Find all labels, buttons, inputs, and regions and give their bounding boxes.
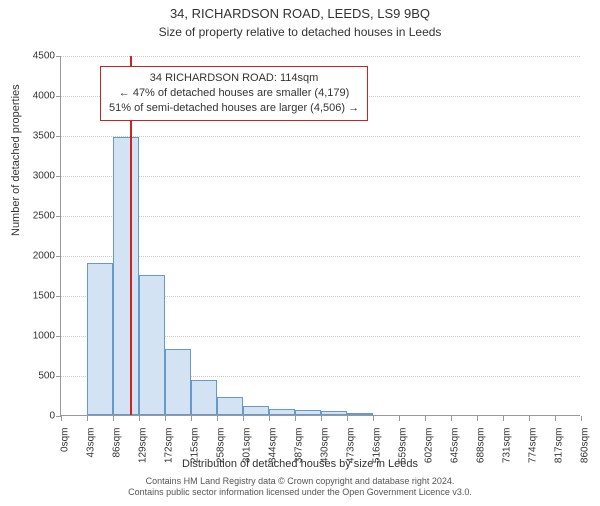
histogram-bar (139, 275, 165, 415)
page-title: 34, RICHARDSON ROAD, LEEDS, LS9 9BQ (0, 6, 600, 21)
info-line-2: ← 47% of detached houses are smaller (4,… (109, 86, 359, 101)
attribution-footer: Contains HM Land Registry data © Crown c… (0, 476, 600, 499)
histogram-bar (243, 406, 269, 415)
histogram-bar (191, 380, 217, 415)
histogram-bar (347, 413, 373, 415)
histogram-bar (113, 137, 139, 415)
histogram-bar (295, 410, 321, 415)
histogram-bar (165, 349, 191, 415)
x-tick-label: 0sqm (60, 428, 71, 452)
y-tick-label: 1500 (21, 291, 55, 302)
marker-info-box: 34 RICHARDSON ROAD: 114sqm ← 47% of deta… (100, 66, 368, 121)
footer-line-2: Contains public sector information licen… (0, 487, 600, 498)
histogram-bar (217, 397, 243, 415)
y-tick-label: 3000 (21, 171, 55, 182)
y-tick-label: 2500 (21, 211, 55, 222)
histogram-bar (87, 263, 113, 415)
histogram-bar (321, 411, 347, 415)
histogram-bar (269, 409, 295, 415)
x-axis-label: Distribution of detached houses by size … (0, 458, 600, 470)
y-tick-label: 0 (21, 411, 55, 422)
y-tick-label: 1000 (21, 331, 55, 342)
y-tick-label: 4000 (21, 91, 55, 102)
info-line-1: 34 RICHARDSON ROAD: 114sqm (109, 71, 359, 86)
y-tick-label: 2000 (21, 251, 55, 262)
info-line-3: 51% of semi-detached houses are larger (… (109, 101, 359, 116)
y-tick-label: 3500 (21, 131, 55, 142)
x-tick-label: 86sqm (112, 428, 123, 458)
footer-line-1: Contains HM Land Registry data © Crown c… (0, 476, 600, 487)
x-tick-label: 43sqm (86, 428, 97, 458)
y-axis-label: Number of detached properties (10, 84, 22, 236)
y-tick-label: 500 (21, 371, 55, 382)
y-tick-label: 4500 (21, 51, 55, 62)
page-subtitle: Size of property relative to detached ho… (0, 25, 600, 39)
